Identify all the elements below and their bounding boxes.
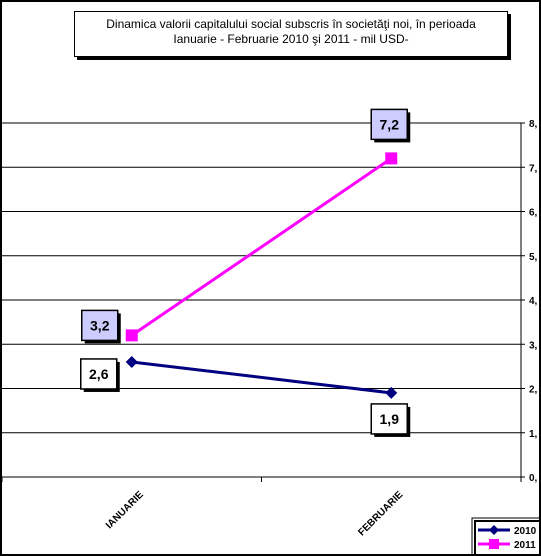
data-point-marker (385, 386, 398, 399)
data-label: 3,2 (90, 317, 110, 333)
series-line-2010 (131, 360, 392, 395)
legend-shadow (474, 520, 539, 554)
data-label-box (80, 358, 118, 390)
data-point-marker (125, 355, 138, 368)
legend-marker (489, 525, 499, 535)
legend-label-2011: 2011 (514, 540, 536, 551)
x-category-label: IANUARIE (104, 489, 146, 531)
legend-marker (489, 539, 499, 549)
legend-box (471, 517, 539, 554)
legend-label-2010: 2010 (514, 526, 537, 537)
gridlines (2, 122, 521, 478)
chart-title: Dinamica valorii capitalului social subs… (74, 11, 508, 57)
x-axis-category-labels: IANUARIE FEBRUARIE (104, 489, 406, 538)
data-label: 7,2 (380, 116, 400, 132)
y-tick-label: 7, (529, 163, 538, 174)
axes (2, 122, 525, 482)
y-tick-label: 2, (529, 385, 538, 396)
data-label-box (81, 309, 119, 342)
series-line-2011 (130, 157, 393, 337)
legend: 2010 2011 (471, 517, 539, 554)
y-tick-label: 1, (529, 429, 538, 440)
y-tick-label: 8, (529, 119, 538, 130)
series (125, 152, 398, 399)
data-label: 2,6 (89, 366, 109, 382)
data-label: 1,9 (380, 411, 400, 427)
data-labels: 2,6 1,9 3,2 7,2 (80, 108, 411, 437)
y-tick-label: 5, (529, 252, 538, 263)
y-tick-label: 3, (529, 340, 538, 351)
data-point-marker (385, 152, 398, 165)
y-tick-label: 0, (529, 473, 538, 484)
y-axis-tick-labels: 0, 1, 2, 3, 4, 5, 6, 7, 8, (529, 119, 538, 484)
data-label-box (370, 108, 408, 141)
y-tick-label: 6, (529, 208, 538, 219)
x-category-label: FEBRUARIE (356, 489, 405, 538)
y-tick-label: 4, (529, 296, 538, 307)
data-label-box (370, 403, 408, 435)
data-point-marker (125, 329, 138, 342)
